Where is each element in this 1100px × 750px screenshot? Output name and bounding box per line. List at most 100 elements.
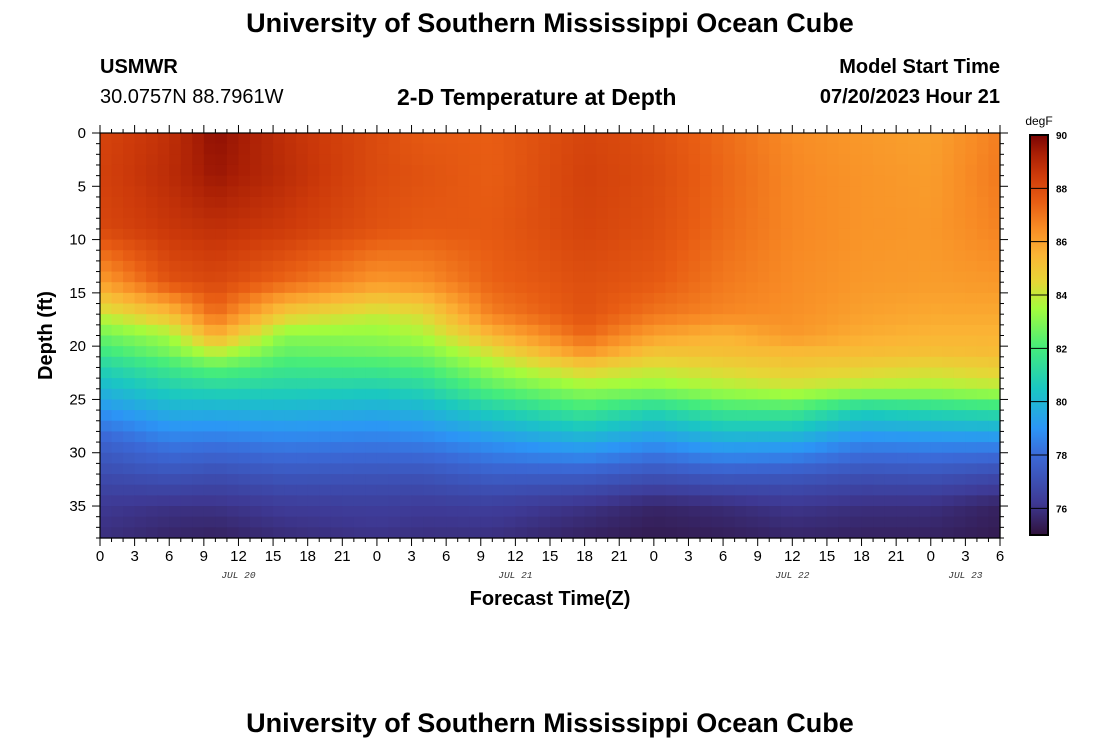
heatmap-cell [157, 452, 170, 464]
heatmap-cell [111, 154, 124, 166]
heatmap-cell [723, 516, 736, 528]
heatmap-cell [457, 506, 470, 518]
heatmap-cell [561, 388, 574, 401]
heatmap-cell [296, 484, 309, 496]
heatmap-cell [630, 527, 643, 539]
heatmap-cell [757, 420, 770, 433]
y-tick-label: 35 [69, 498, 86, 515]
heatmap-cell [976, 442, 990, 454]
heatmap-cell [942, 260, 955, 273]
heatmap-cell [353, 228, 366, 241]
heatmap-cell [723, 292, 736, 305]
heatmap-cell [919, 463, 932, 475]
heatmap-cell [780, 356, 793, 369]
heatmap-cell [492, 442, 505, 454]
heatmap-cell [723, 346, 736, 358]
heatmap-cell [111, 250, 124, 262]
heatmap-cell [307, 164, 320, 177]
heatmap-cell [123, 506, 136, 518]
heatmap-cell [330, 484, 343, 496]
heatmap-cell [492, 143, 505, 155]
heatmap-cell [757, 527, 770, 539]
heatmap-cell [423, 484, 436, 496]
heatmap-cell [653, 399, 666, 411]
heatmap-cell [723, 271, 736, 283]
heatmap-cell [215, 474, 228, 486]
heatmap-cell [792, 378, 805, 390]
heatmap-cell [838, 303, 851, 315]
heatmap-cell [411, 452, 424, 464]
heatmap-cell [688, 239, 701, 251]
heatmap-cell [365, 292, 378, 305]
heatmap-cell [203, 324, 216, 337]
heatmap-cell [700, 420, 713, 433]
heatmap-cell [757, 133, 770, 145]
heatmap-cell [238, 506, 251, 518]
heatmap-cell [573, 378, 586, 390]
heatmap-cell [930, 175, 943, 187]
heatmap-cell [353, 335, 366, 347]
heatmap-cell [930, 335, 943, 347]
heatmap-cell [711, 282, 724, 294]
heatmap-cell [734, 154, 747, 166]
heatmap-cell [642, 228, 655, 241]
heatmap-cell [192, 527, 205, 539]
heatmap-cell [573, 314, 586, 326]
heatmap-cell [296, 218, 309, 230]
heatmap-cell [515, 282, 528, 294]
heatmap-cell [953, 442, 966, 454]
heatmap-cell [573, 516, 586, 528]
heatmap-cell [803, 378, 816, 390]
heatmap-cell [250, 346, 263, 358]
heatmap-cell [388, 282, 401, 294]
heatmap-cell [342, 463, 355, 475]
heatmap-cell [353, 186, 366, 198]
heatmap-cell [250, 282, 263, 294]
heatmap-cell [319, 516, 332, 528]
heatmap-cell [134, 303, 147, 315]
heatmap-cell [942, 292, 955, 305]
heatmap-cell [815, 346, 828, 358]
heatmap-cell [550, 207, 563, 219]
heatmap-cell [803, 271, 816, 283]
heatmap-cell [203, 228, 216, 241]
heatmap-cell [319, 367, 332, 379]
heatmap-cell [861, 442, 874, 454]
heatmap-cell [642, 474, 655, 486]
heatmap-cell [734, 282, 747, 294]
heatmap-cell [296, 463, 309, 475]
heatmap-cell [596, 335, 609, 347]
heatmap-cell [538, 527, 551, 539]
heatmap-cell [734, 133, 747, 145]
heatmap-cell [965, 260, 978, 273]
heatmap-cell [342, 260, 355, 273]
heatmap-cell [596, 260, 609, 273]
heatmap-cell [215, 271, 228, 283]
heatmap-cell [111, 346, 124, 358]
heatmap-cell [376, 495, 390, 507]
heatmap-cell [446, 527, 459, 539]
heatmap-cell [930, 239, 943, 251]
heatmap-cell [584, 303, 597, 315]
heatmap-cell [838, 154, 851, 166]
heatmap-cell [561, 324, 574, 337]
heatmap-cell [573, 335, 586, 347]
heatmap-cell [850, 260, 863, 273]
heatmap-cell [919, 143, 932, 155]
heatmap-cell [273, 420, 286, 433]
heatmap-cell [446, 228, 459, 241]
heatmap-cell [757, 154, 770, 166]
heatmap-cell [180, 324, 193, 337]
heatmap-cell [873, 154, 886, 166]
heatmap-cell [469, 356, 482, 369]
heatmap-cell [469, 346, 482, 358]
heatmap-cell [896, 164, 909, 177]
heatmap-cell [953, 378, 966, 390]
heatmap-cell [169, 186, 182, 198]
heatmap-cell [411, 506, 424, 518]
heatmap-cell [838, 474, 851, 486]
heatmap-cell [261, 367, 274, 379]
heatmap-cell [850, 516, 863, 528]
heatmap-cell [942, 282, 955, 294]
heatmap-cell [423, 196, 436, 209]
